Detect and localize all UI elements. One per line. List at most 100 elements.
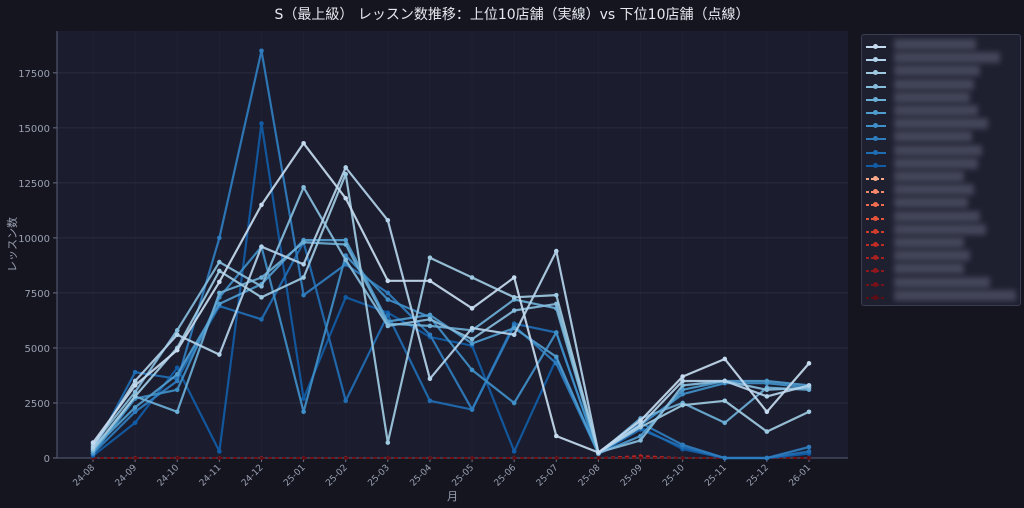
series-6-point xyxy=(343,237,349,243)
x-tick-label: 25-04 xyxy=(408,463,434,489)
legend-swatch-marker xyxy=(873,294,878,300)
series-line-4 xyxy=(92,186,810,454)
series-3-point xyxy=(469,275,475,280)
x-axis-label: 月 xyxy=(447,490,458,503)
series-4-point xyxy=(427,317,433,322)
legend-swatch-marker xyxy=(873,110,878,115)
legend-swatch-marker xyxy=(873,44,878,49)
series-10-point xyxy=(301,396,306,401)
series-3-point xyxy=(427,255,433,261)
legend-label xyxy=(894,157,978,169)
series-1-point xyxy=(217,279,222,285)
series-8-point xyxy=(680,442,685,448)
y-tick-label: 10000 xyxy=(18,234,50,245)
series-3-point xyxy=(385,440,391,445)
legend-swatch-marker xyxy=(873,255,878,261)
legend-swatch-marker xyxy=(873,228,878,234)
chart-title: S（最上級） レッスン数推移：上位10店舗（実線）vs 下位10店舗（点線） xyxy=(274,7,750,23)
legend-label xyxy=(894,91,970,103)
series-8-point xyxy=(469,407,475,412)
series-8-point xyxy=(553,361,559,366)
series-5-point xyxy=(427,323,433,329)
series-3-point xyxy=(217,268,222,274)
x-tick-label: 24-12 xyxy=(240,463,266,489)
series-20-point xyxy=(512,456,516,460)
legend-swatch-marker xyxy=(873,189,878,195)
legend-swatch-marker xyxy=(873,123,878,129)
x-tick-label: 25-08 xyxy=(577,463,603,489)
x-tick-label: 25-01 xyxy=(282,463,308,489)
series-8-point xyxy=(259,48,264,54)
series-7-point xyxy=(301,409,306,415)
series-20-point xyxy=(554,456,558,460)
series-2-point xyxy=(427,376,433,382)
series-1-point xyxy=(638,418,643,423)
series-1-point xyxy=(722,356,728,362)
series-8-point xyxy=(764,455,770,461)
series-4-point xyxy=(343,257,349,263)
series-5-point xyxy=(174,409,180,415)
series-7-point xyxy=(385,297,391,302)
series-4-point xyxy=(132,389,138,395)
series-6-point xyxy=(469,341,475,346)
series-1-point xyxy=(764,409,770,415)
legend-swatch-marker xyxy=(873,215,878,221)
legend-swatch-marker xyxy=(873,57,878,63)
legend-swatch-marker xyxy=(873,96,878,102)
series-20-point xyxy=(596,456,601,460)
legend-label xyxy=(894,184,974,196)
series-line-9 xyxy=(92,241,810,460)
series-7-point xyxy=(680,391,685,397)
series-20-point xyxy=(175,456,179,460)
y-tick-label: 12500 xyxy=(18,179,50,190)
series-4-point xyxy=(174,328,180,333)
series-20-point xyxy=(259,456,264,460)
series-20-point xyxy=(807,456,811,460)
series-2-point xyxy=(301,262,306,267)
series-1-point xyxy=(596,450,601,455)
series-10-point xyxy=(217,449,222,454)
series-1-point xyxy=(90,440,96,445)
series-20-point xyxy=(217,456,221,460)
series-3-point xyxy=(343,171,349,177)
x-tick-label: 24-11 xyxy=(198,463,224,489)
series-line-8 xyxy=(92,49,810,460)
series-6-point xyxy=(132,405,138,410)
series-2-point xyxy=(90,444,96,450)
series-7-point xyxy=(511,400,517,406)
y-axis-label: レッスン数 xyxy=(6,217,19,272)
series-10-point xyxy=(259,121,264,126)
series-8-point xyxy=(217,235,222,241)
legend-label xyxy=(894,39,976,50)
series-2-point xyxy=(259,244,264,250)
x-tick-label: 25-03 xyxy=(366,463,392,489)
legend-label xyxy=(894,144,982,156)
legend-swatch-marker xyxy=(873,162,878,168)
legend-swatch-marker xyxy=(873,281,878,287)
series-6-point xyxy=(174,372,180,377)
series-9-point xyxy=(806,449,812,454)
series-10-point xyxy=(511,449,517,454)
y-tick-label: 7500 xyxy=(25,289,50,300)
legend-label xyxy=(894,210,980,222)
series-9-point xyxy=(427,398,433,404)
x-tick-label: 25-11 xyxy=(703,463,729,489)
series-1-point xyxy=(511,275,517,280)
series-20-point xyxy=(428,456,432,460)
x-tick-label: 25-10 xyxy=(661,463,687,489)
y-tick-label: 2500 xyxy=(25,399,50,410)
legend-label xyxy=(894,65,980,77)
legend-label xyxy=(894,118,988,130)
series-4-point xyxy=(301,184,306,190)
series-7-point xyxy=(174,387,180,393)
series-8-point xyxy=(722,455,728,461)
series-2-point xyxy=(680,378,685,384)
series-4-point xyxy=(217,259,222,265)
series-2-point xyxy=(132,378,138,384)
series-4-point xyxy=(511,308,517,313)
legend-swatch-marker xyxy=(873,83,878,89)
legend-swatch-marker xyxy=(873,136,878,142)
series-20-point xyxy=(638,456,643,460)
series-8-point xyxy=(301,292,306,298)
